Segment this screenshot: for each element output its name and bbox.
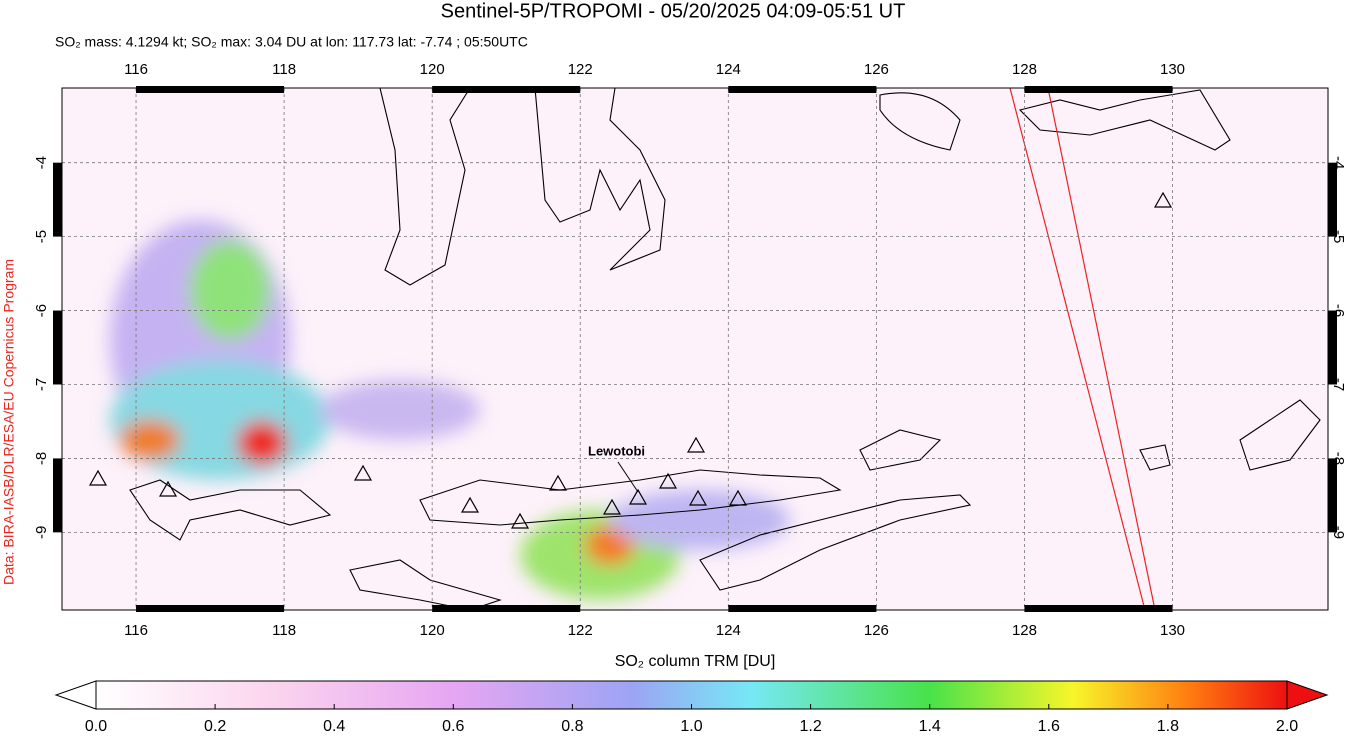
map-area: Lewotobi (62, 88, 1328, 610)
lon-label-top: 116 (124, 61, 148, 78)
frame-bar (53, 458, 62, 533)
frame-bar (728, 86, 877, 93)
colorbar-tick-label: 0.6 (442, 718, 464, 735)
ticks: 116 116 118 118 120 120 122 122 124 124 126 126 128 1… (33, 61, 1346, 639)
colorbar-ticks: 0.0 0.2 0.4 0.6 0.8 1.0 1.2 1.4 1.6 1.8 2.0 (85, 704, 1298, 735)
colorbar-tick-label: 1.4 (919, 718, 941, 735)
frame-bar (1328, 458, 1337, 533)
frame-bar (728, 605, 877, 612)
lon-label-top: 128 (1012, 61, 1037, 78)
lon-label-bottom: 120 (420, 622, 445, 639)
grid (62, 88, 1328, 610)
frame-bar (432, 86, 581, 93)
credit: Data: BIRA-IASB/DLR/ESA/EU Copernicus Pr… (1, 259, 17, 585)
colorbar-tick-label: 1.6 (1038, 718, 1060, 735)
lon-label-top: 122 (568, 61, 593, 78)
frame-bar (1024, 86, 1173, 93)
lon-label-top: 130 (1160, 61, 1185, 78)
lat-label-left: -9 (33, 526, 50, 539)
lon-label-top: 126 (864, 61, 889, 78)
lon-label-top: 124 (716, 61, 741, 78)
coastlines (129, 88, 1321, 610)
colorbar-tick-label: 0.2 (204, 718, 226, 735)
lon-label-top: 120 (420, 61, 445, 78)
lat-label-left: -8 (33, 452, 50, 465)
lat-label-left: -5 (33, 230, 50, 243)
lat-label-right: -5 (1330, 230, 1346, 243)
frame-bar (1024, 605, 1173, 612)
lat-label-left: -6 (33, 304, 50, 317)
lon-label-bottom: 124 (716, 622, 741, 639)
volcano-label: Lewotobi (588, 443, 645, 458)
frame-bar (53, 162, 62, 237)
lon-label-bottom: 122 (568, 622, 593, 639)
frame-bar (1328, 310, 1337, 385)
lon-label-bottom: 116 (124, 622, 148, 639)
frame-bar (1328, 162, 1337, 237)
subtitle: SO₂ mass: 4.1294 kt; SO₂ max: 3.04 DU at… (55, 34, 528, 50)
frame-bar (136, 605, 285, 612)
lat-label-left: -4 (33, 156, 50, 169)
lon-label-bottom: 130 (1160, 622, 1185, 639)
volcanoes (88, 191, 1173, 529)
colorbar-tick-label: 1.2 (799, 718, 821, 735)
lon-label-bottom: 128 (1012, 622, 1037, 639)
frame-bar (53, 310, 62, 385)
lon-label-bottom: 118 (272, 622, 296, 639)
lat-label-right: -7 (1330, 378, 1346, 391)
colorbar-under (54, 680, 97, 710)
frame-bar (136, 86, 285, 93)
colorbar-label: SO₂ column TRM [DU] (615, 653, 776, 670)
colorbar-tick-label: 2.0 (1276, 718, 1298, 735)
colorbar-tick-label: 0.8 (561, 718, 583, 735)
swath-edge (1009, 88, 1156, 610)
colorbar-tick-label: 0.4 (323, 718, 345, 735)
colorbar-over (1286, 680, 1329, 710)
title: Sentinel-5P/TROPOMI - 05/20/2025 04:09-0… (441, 0, 906, 22)
lat-label-left: -7 (33, 378, 50, 391)
volcano-pointer (617, 461, 639, 493)
colorbar-tick-label: 1.0 (680, 718, 702, 735)
lon-label-bottom: 126 (864, 622, 889, 639)
lon-label-top: 118 (272, 61, 296, 78)
colorbar-tick-label: 0.0 (85, 718, 107, 735)
frame-bar (432, 605, 581, 612)
lat-label-right: -9 (1330, 526, 1346, 539)
colorbar-tick-label: 1.8 (1157, 718, 1179, 735)
